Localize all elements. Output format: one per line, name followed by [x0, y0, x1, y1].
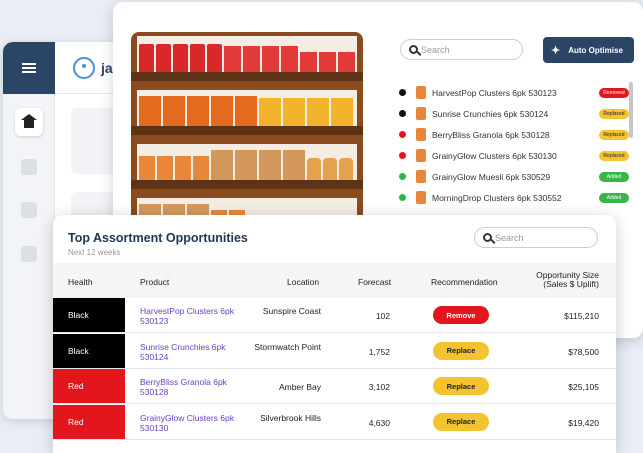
status-badge: Added — [599, 171, 629, 182]
product-link[interactable]: GrainyGlow Clusters 6pk 530130 — [140, 412, 235, 433]
location-cell: Stormwatch Point — [254, 341, 321, 352]
shelf-illustration — [131, 32, 363, 242]
recommendation-button[interactable]: Replace — [433, 341, 489, 360]
forecast-cell: 4,630 — [368, 417, 390, 428]
status-badge: Added — [599, 192, 629, 203]
opportunity-cell: $115,210 — [564, 311, 599, 321]
list-item[interactable]: GrainyGlow Muesli 6pk 530529 Added — [399, 166, 629, 187]
table-row[interactable]: Black Sunrise Crunchies 6pk 530124 Stormwa… — [53, 333, 616, 369]
health-cell: Red — [53, 404, 125, 439]
location-cell: Amber Bay — [278, 382, 321, 392]
search-icon — [409, 45, 418, 54]
product-name: MorningDrop Clusters 6pk 530552 — [432, 192, 562, 203]
product-name: GrainyGlow Muesli 6pk 530529 — [432, 171, 551, 182]
column-location: Location — [287, 277, 320, 287]
column-opportunity: Opportunity Size (Sales $ Uplift) — [536, 270, 599, 289]
status-dot — [399, 152, 406, 159]
column-product: Product — [140, 277, 170, 287]
health-cell: Red — [53, 369, 125, 403]
product-thumbnail — [416, 128, 426, 141]
table-header: Health Product Location Forecast Recomme… — [53, 263, 616, 298]
status-dot — [399, 110, 406, 117]
table-row[interactable]: Red GrainyGlow Clusters 6pk 530130 Silverb… — [53, 404, 616, 440]
status-badge: Removed — [599, 87, 629, 98]
status-badge: Replaced — [599, 108, 629, 119]
product-thumbnail — [416, 86, 426, 99]
product-name: HarvestPop Clusters 6pk 530123 — [432, 87, 557, 98]
forecast-cell: 102 — [375, 311, 390, 321]
list-item[interactable]: MorningDrop Clusters 6pk 530552 Added — [399, 187, 629, 208]
forecast-cell: 1,752 — [368, 346, 390, 357]
product-thumbnail — [416, 170, 426, 183]
sidebar-item[interactable] — [21, 202, 37, 218]
opportunity-cell: $25,105 — [568, 382, 599, 392]
product-link[interactable]: Sunrise Crunchies 6pk 530124 — [140, 341, 226, 362]
list-item[interactable]: Sunrise Crunchies 6pk 530124 Replaced — [399, 103, 629, 124]
status-dot — [399, 194, 406, 201]
panel-title: Top Assortment Opportunities — [68, 231, 248, 245]
product-thumbnail — [416, 107, 426, 120]
panel-subtitle: Next 12 weeks — [68, 248, 121, 257]
table-row[interactable]: Black HarvestPop Clusters 6pk 530123 Sunsp… — [53, 298, 616, 333]
auto-optimise-button[interactable]: ✦ Auto Optimise — [543, 37, 634, 63]
sidebar-item-home[interactable] — [15, 108, 43, 136]
menu-button[interactable] — [3, 42, 55, 94]
opportunity-cell: $19,420 — [568, 417, 599, 428]
brand-name: jal — [101, 59, 117, 76]
logo-icon — [73, 56, 95, 79]
sparkle-icon: ✦ — [551, 44, 561, 57]
home-icon — [21, 114, 37, 128]
table-row[interactable]: Red BerryBliss Granola 6pk 530128 Amber Ba… — [53, 369, 616, 404]
sidebar-item[interactable] — [21, 246, 37, 262]
list-item[interactable]: HarvestPop Clusters 6pk 530123 Removed — [399, 82, 629, 103]
status-badge: Replaced — [599, 150, 629, 161]
status-dot — [399, 89, 406, 96]
status-dot — [399, 173, 406, 180]
recommendation-button[interactable]: Remove — [433, 306, 489, 324]
hamburger-icon — [22, 63, 36, 73]
product-link[interactable]: BerryBliss Granola 6pk 530128 — [140, 377, 227, 397]
opportunity-cell: $78,500 — [568, 346, 599, 357]
status-dot — [399, 131, 406, 138]
product-name: GrainyGlow Clusters 6pk 530130 — [432, 150, 557, 161]
product-change-list: HarvestPop Clusters 6pk 530123 Removed Sun… — [399, 82, 629, 208]
health-cell: Black — [53, 298, 125, 332]
scrollbar[interactable] — [629, 82, 633, 138]
recommendation-button[interactable]: Replace — [433, 412, 489, 431]
column-health: Health — [68, 277, 93, 287]
list-item[interactable]: BerryBliss Granola 6pk 530128 Replaced — [399, 124, 629, 145]
sidebar-item[interactable] — [21, 159, 37, 175]
product-thumbnail — [416, 191, 426, 204]
list-item[interactable]: GrainyGlow Clusters 6pk 530130 Replaced — [399, 145, 629, 166]
opportunities-panel: Top Assortment Opportunities Next 12 wee… — [53, 215, 616, 453]
product-name: BerryBliss Granola 6pk 530128 — [432, 129, 550, 140]
shelf-search-input[interactable]: Search — [400, 39, 523, 60]
product-link[interactable]: HarvestPop Clusters 6pk 530123 — [140, 306, 235, 326]
status-badge: Replaced — [599, 129, 629, 140]
recommendation-button[interactable]: Replace — [433, 377, 489, 395]
forecast-cell: 3,102 — [368, 382, 390, 392]
search-icon — [483, 233, 492, 242]
product-name: Sunrise Crunchies 6pk 530124 — [432, 108, 549, 119]
sidebar — [3, 42, 55, 419]
opportunities-search-input[interactable]: Search — [474, 227, 598, 248]
column-recommendation: Recommendation — [431, 277, 498, 287]
location-cell: Silverbrook Hills — [260, 412, 321, 423]
product-thumbnail — [416, 149, 426, 162]
health-cell: Black — [53, 333, 125, 368]
location-cell: Sunspire Coast — [262, 306, 321, 316]
column-forecast: Forecast — [358, 277, 392, 287]
